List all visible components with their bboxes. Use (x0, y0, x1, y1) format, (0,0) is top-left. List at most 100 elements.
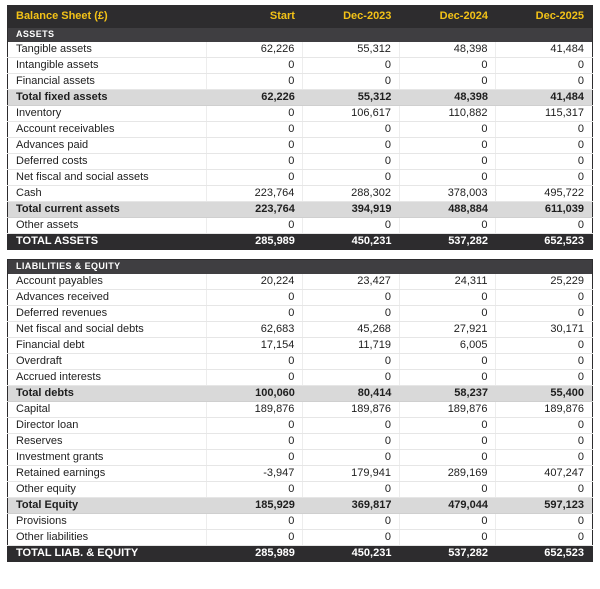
row-value: 0 (302, 433, 400, 450)
row-value: 189,876 (398, 401, 496, 418)
column-header: Start (269, 10, 295, 23)
table-row: Total current assets 223,764 394,919 488,88… (7, 201, 593, 218)
row-label: Other liabilities (7, 529, 207, 546)
row-value: 285,989 (255, 235, 295, 247)
table-row: Financial debt 17,154 11,719 6,005 0 (7, 337, 593, 354)
table-row: Other equity 0 0 0 0 (7, 481, 593, 498)
row-label: Total debts (7, 385, 207, 402)
row-value: 378,003 (398, 185, 496, 202)
row-label: Retained earnings (7, 465, 207, 482)
row-label: Capital (7, 401, 207, 418)
row-value: 537,282 (448, 547, 488, 559)
row-value: 0 (205, 305, 303, 322)
row-label: Deferred costs (7, 153, 207, 170)
row-value: 0 (302, 513, 400, 530)
row-value: 0 (398, 529, 496, 546)
row-value: -3,947 (205, 465, 303, 482)
row-value: 62,226 (206, 89, 303, 106)
row-value: 179,941 (302, 465, 400, 482)
row-value: 27,921 (398, 321, 496, 338)
row-value: 0 (495, 121, 593, 138)
row-value: 0 (302, 137, 400, 154)
row-value: 394,919 (302, 201, 400, 218)
row-value: 0 (495, 305, 593, 322)
row-value: 0 (302, 353, 400, 370)
row-value: 23,427 (302, 273, 400, 290)
row-label: Accrued interests (7, 369, 207, 386)
row-value: 652,523 (544, 547, 584, 559)
table-row: Net fiscal and social assets 0 0 0 0 (7, 169, 593, 186)
row-value: 0 (495, 137, 593, 154)
table-row: Deferred costs 0 0 0 0 (7, 153, 593, 170)
row-value: 20,224 (205, 273, 303, 290)
row-label: Financial assets (7, 73, 207, 90)
row-value: 24,311 (398, 273, 496, 290)
row-value: 0 (495, 353, 593, 370)
row-value: 0 (495, 449, 593, 466)
row-value: 58,237 (399, 385, 496, 402)
row-value: 0 (495, 433, 593, 450)
row-value: 0 (398, 57, 496, 74)
row-value: 0 (398, 169, 496, 186)
table-row: Provisions 0 0 0 0 (7, 513, 593, 530)
row-label: Other equity (7, 481, 207, 498)
table-row: Intangible assets 0 0 0 0 (7, 57, 593, 74)
row-label: Total fixed assets (7, 89, 207, 106)
row-value: 0 (302, 153, 400, 170)
row-value: 0 (302, 449, 400, 466)
row-value: 0 (398, 153, 496, 170)
section-header-label: LIABILITIES & EQUITY (7, 259, 593, 274)
row-label: Investment grants (7, 449, 207, 466)
row-label: Advances received (7, 289, 207, 306)
row-value: 41,484 (495, 41, 593, 58)
row-value: 185,929 (206, 497, 303, 514)
row-value: 488,884 (399, 201, 496, 218)
row-value: 0 (205, 289, 303, 306)
row-label: Other assets (7, 217, 207, 234)
row-value: 0 (205, 449, 303, 466)
table-row: Other assets 0 0 0 0 (7, 217, 593, 234)
row-label: Account payables (7, 273, 207, 290)
row-value: 0 (495, 73, 593, 90)
row-label: Deferred revenues (7, 305, 207, 322)
section-header-label: ASSETS (7, 27, 593, 42)
row-value: 30,171 (495, 321, 593, 338)
row-value: 0 (398, 369, 496, 386)
row-value: 0 (205, 217, 303, 234)
column-header: Dec-2023 (343, 10, 392, 23)
table-row: Inventory 0 106,617 110,882 115,317 (7, 105, 593, 122)
table-body: ASSETS Tangible assets 62,226 55,312 48,398 4… (7, 27, 593, 250)
row-value: 479,044 (399, 497, 496, 514)
row-value: 62,683 (205, 321, 303, 338)
table-row: Net fiscal and social debts 62,683 45,268 2… (7, 321, 593, 338)
row-value: 0 (398, 417, 496, 434)
row-value: 0 (205, 481, 303, 498)
table-row: Reserves 0 0 0 0 (7, 433, 593, 450)
row-value: 0 (205, 169, 303, 186)
row-value: 0 (398, 73, 496, 90)
row-value: 611,039 (495, 201, 593, 218)
row-value: 55,312 (302, 89, 400, 106)
row-value: 0 (398, 137, 496, 154)
row-label: Cash (7, 185, 207, 202)
row-value: 6,005 (398, 337, 496, 354)
row-value: 0 (398, 513, 496, 530)
row-value: 0 (302, 73, 400, 90)
liabilities-block: LIABILITIES & EQUITY Account payables 20,2… (7, 259, 593, 562)
row-value: 25,229 (495, 273, 593, 290)
row-value: 537,282 (448, 235, 488, 247)
balance-sheet-table: Balance Sheet (£) Start Dec-2023 Dec-2024 D… (7, 5, 593, 562)
section-header-row: LIABILITIES & EQUITY (7, 259, 593, 274)
row-value: 0 (302, 481, 400, 498)
row-label: Provisions (7, 513, 207, 530)
assets-block: Balance Sheet (£) Start Dec-2023 Dec-2024 D… (7, 5, 593, 250)
row-value: 48,398 (398, 41, 496, 58)
row-value: 0 (302, 417, 400, 434)
row-value: 62,226 (205, 41, 303, 58)
row-value: 597,123 (495, 497, 593, 514)
row-value: 0 (302, 369, 400, 386)
row-label: Inventory (7, 105, 207, 122)
row-value: 0 (398, 217, 496, 234)
row-value: 55,312 (302, 41, 400, 58)
row-label: Intangible assets (7, 57, 207, 74)
